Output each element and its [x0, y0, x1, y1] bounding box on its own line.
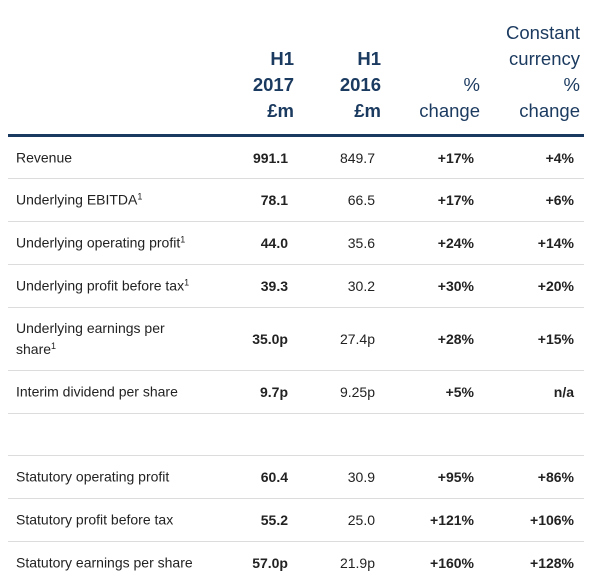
footnote-marker: 1: [180, 234, 186, 245]
header-constant-currency-change: Constant currency % change: [505, 22, 580, 121]
cell-cc-change: +6%: [545, 192, 574, 208]
cell-h1-2016: 849.7: [339, 149, 375, 166]
cell-h1-2016: 35.6: [347, 235, 375, 251]
table-row: Underlying profit before tax1 39.3 30.2 …: [8, 265, 584, 308]
cell-h1-2017: 9.7p: [259, 384, 288, 400]
table-header: H1 2017 £m H1 2016 £m % change Constant …: [8, 0, 584, 134]
cell-h1-2017: 55.2: [260, 512, 288, 528]
row-label: Statutory earnings per share: [16, 554, 193, 571]
cell-cc-change: +128%: [530, 555, 574, 571]
table-row: Statutory operating profit 60.4 30.9 +95…: [8, 456, 584, 499]
table-row: Underlying EBITDA1 78.1 66.5 +17% +6%: [8, 179, 584, 222]
cell-cc-change: +4%: [545, 149, 574, 166]
financial-highlights-table: H1 2017 £m H1 2016 £m % change Constant …: [8, 0, 584, 584]
cell-h1-2016: 66.5: [347, 192, 375, 208]
row-label: Statutory operating profit: [16, 468, 170, 485]
cell-change: +160%: [430, 555, 474, 571]
cell-h1-2016: 30.2: [347, 278, 375, 294]
row-label: Statutory profit before tax: [16, 511, 174, 528]
footnote-marker: 1: [184, 277, 190, 288]
cell-h1-2016: 25.0: [347, 512, 375, 528]
row-label: Revenue: [16, 149, 73, 165]
cell-h1-2016: 21.9p: [339, 555, 375, 571]
cell-h1-2017: 78.1: [260, 192, 288, 208]
cell-cc-change: +106%: [530, 512, 574, 528]
section-spacer-row: [8, 414, 584, 456]
table-row: Statutory profit before tax 55.2 25.0 +1…: [8, 499, 584, 542]
cell-cc-change: +86%: [537, 469, 574, 485]
cell-h1-2017: 44.0: [260, 235, 288, 251]
cell-h1-2017: 60.4: [260, 469, 288, 485]
cell-change: +17%: [437, 192, 474, 208]
table-row: Underlying earnings per share1 35.0p 27.…: [8, 308, 584, 371]
table-row: Revenue 991.1 849.7 +17% +4%: [8, 137, 584, 179]
cell-h1-2017: 57.0p: [252, 555, 288, 571]
cell-h1-2016: 30.9: [347, 469, 375, 485]
footnote-marker: 1: [137, 191, 143, 202]
cell-h1-2016: 9.25p: [339, 384, 375, 400]
cell-change: +95%: [437, 469, 474, 485]
cell-change: +30%: [437, 278, 474, 294]
table-row: Interim dividend per share 9.7p 9.25p +5…: [8, 371, 584, 414]
cell-change: +28%: [437, 331, 474, 347]
header-h1-2017: H1 2017 £m: [252, 48, 294, 121]
table-row: Statutory earnings per share 57.0p 21.9p…: [8, 542, 584, 584]
row-label: Interim dividend per share: [16, 383, 178, 400]
cell-h1-2017: 35.0p: [252, 331, 288, 347]
header-rule: [8, 134, 584, 137]
cell-change: +17%: [437, 149, 474, 166]
cell-h1-2017: 991.1: [252, 149, 288, 166]
cell-h1-2016: 27.4p: [339, 331, 375, 347]
cell-cc-change: +15%: [537, 331, 574, 347]
row-label: Underlying profit before tax1: [16, 277, 190, 294]
row-label: Underlying earnings per share1: [16, 320, 165, 357]
header-percent-change: % change: [419, 74, 480, 121]
cell-change: +121%: [430, 512, 474, 528]
cell-cc-change: +20%: [537, 278, 574, 294]
cell-cc-change: n/a: [553, 384, 574, 400]
row-label: Underlying EBITDA1: [16, 191, 143, 208]
table-row: Underlying operating profit1 44.0 35.6 +…: [8, 222, 584, 265]
header-h1-2016: H1 2016 £m: [339, 48, 381, 121]
footnote-marker: 1: [51, 341, 57, 351]
cell-h1-2017: 39.3: [260, 278, 288, 294]
cell-cc-change: +14%: [537, 235, 574, 251]
cell-change: +24%: [437, 235, 474, 251]
cell-change: +5%: [445, 384, 474, 400]
row-label: Underlying operating profit1: [16, 234, 186, 251]
